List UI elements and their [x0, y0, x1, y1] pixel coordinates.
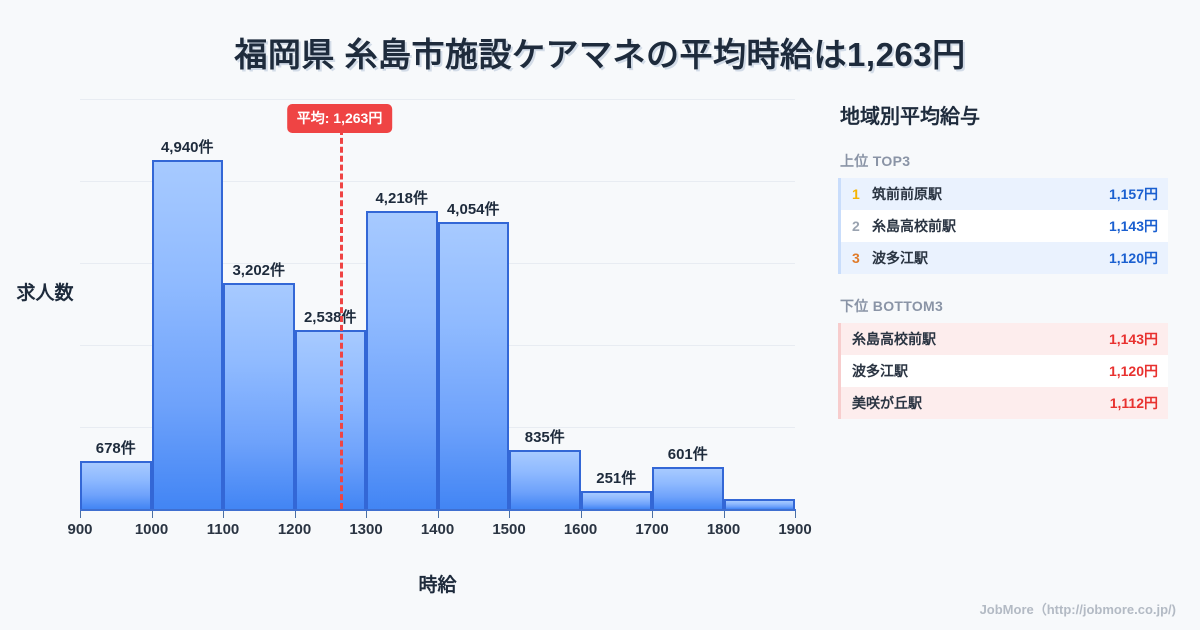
bar-value-label: 601件 — [667, 445, 708, 463]
x-axis-line — [80, 509, 796, 511]
x-axis-tick-label: 1300 — [349, 521, 383, 538]
histogram-bar[interactable] — [580, 491, 652, 509]
bar-value-label: 4,940件 — [160, 138, 214, 156]
rank-station-name: 筑前前原駅 — [872, 186, 942, 202]
x-axis-tick-label: 1500 — [492, 521, 526, 538]
rank-wage-value: 1,120円 — [1108, 250, 1158, 266]
x-axis-tick-label: 1200 — [277, 521, 312, 538]
histogram-bar[interactable] — [509, 449, 581, 509]
page-title: 福岡県 糸島市施設ケアマネの平均時給は1,263円 — [234, 36, 966, 73]
rank-number: 3 — [852, 250, 860, 266]
bar-value-label: 835件 — [524, 428, 565, 446]
top3-table: 1 筑前前原駅 1,157円 2 糸島高校前駅 1,143円 3 波多江駅 1,120円 — [838, 178, 1168, 274]
rank-row[interactable]: 2 糸島高校前駅 1,143円 — [841, 210, 1168, 242]
rank-station-name: 波多江駅 — [852, 363, 908, 379]
bottom3-table: 糸島高校前駅 1,143円波多江駅 1,120円美咲が丘駅 1,112円 — [838, 323, 1168, 419]
rank-number: 2 — [852, 218, 860, 234]
average-line — [339, 129, 343, 509]
bar-value-label: 4,218件 — [375, 189, 429, 207]
gridline — [80, 99, 795, 100]
rank-row[interactable]: 糸島高校前駅 1,143円 — [841, 323, 1168, 355]
rank-row[interactable]: 波多江駅 1,120円 — [841, 355, 1168, 387]
x-axis-tick — [151, 511, 153, 518]
histogram-bar[interactable] — [652, 466, 724, 509]
histogram-chart: 求人数 時給 900 1000 1100 1200 1300 1400 1500 1600 17… — [16, 99, 812, 596]
rank-number: 1 — [852, 186, 860, 202]
regional-salary-panel: 地域別平均給与 上位 TOP3 1 筑前前原駅 1,157円 2 糸島高校前駅 1,143… — [838, 100, 1168, 441]
x-axis-tick-label: 1800 — [706, 521, 741, 538]
rank-station-name: 美咲が丘駅 — [852, 395, 922, 411]
bar-value-label: 2,538件 — [303, 308, 357, 326]
rank-station-name: 糸島高校前駅 — [872, 218, 956, 234]
histogram-bar[interactable] — [294, 329, 366, 509]
x-axis-tick — [580, 511, 582, 518]
y-axis-title: 求人数 — [16, 283, 74, 304]
x-axis-tick-label: 1600 — [563, 521, 598, 538]
x-axis-tick — [366, 511, 367, 518]
x-axis-tick-label: 900 — [67, 521, 93, 538]
x-axis-tick-label: 1900 — [778, 521, 812, 538]
x-axis-tick — [652, 511, 653, 518]
x-axis-tick — [437, 511, 439, 518]
histogram-bar[interactable] — [366, 210, 438, 509]
bar-value-label: 251件 — [596, 470, 637, 488]
histogram-bar[interactable] — [723, 499, 795, 509]
histogram-bar[interactable] — [437, 222, 509, 509]
bar-value-label: 678件 — [95, 440, 136, 458]
rank-wage-value: 1,120円 — [1108, 363, 1158, 379]
x-axis-tick — [294, 511, 296, 518]
gridline — [80, 181, 795, 182]
x-axis-tick — [795, 511, 796, 518]
x-axis-tick-label: 1400 — [420, 521, 455, 538]
bar-value-label: 3,202件 — [232, 261, 286, 279]
footer-watermark: JobMore（http://jobmore.co.jp/) — [979, 602, 1176, 617]
x-axis-title: 時給 — [418, 575, 457, 596]
rank-station-name: 波多江駅 — [872, 250, 928, 266]
x-axis-tick-label: 1700 — [635, 521, 669, 538]
histogram-bar[interactable] — [80, 461, 152, 509]
x-axis-tick — [723, 511, 725, 518]
bottom3-group-label: 下位 BOTTOM3 — [840, 298, 944, 314]
rank-wage-value: 1,143円 — [1108, 331, 1158, 347]
rank-wage-value: 1,157円 — [1108, 186, 1158, 202]
rank-station-name: 糸島高校前駅 — [852, 331, 936, 347]
x-axis-tick-label: 1000 — [134, 521, 169, 538]
rank-wage-value: 1,143円 — [1108, 218, 1158, 234]
x-axis-tick-label: 1100 — [206, 521, 240, 538]
rank-wage-value: 1,112円 — [1109, 395, 1158, 411]
x-axis-tick — [509, 511, 510, 518]
rank-row[interactable]: 美咲が丘駅 1,112円 — [841, 387, 1168, 419]
histogram-bar[interactable] — [223, 282, 295, 509]
histogram-bar[interactable] — [151, 159, 223, 509]
top3-group-label: 上位 TOP3 — [840, 153, 911, 169]
rank-row[interactable]: 3 波多江駅 1,120円 — [841, 242, 1168, 274]
x-axis-tick — [80, 511, 81, 518]
rank-row[interactable]: 1 筑前前原駅 1,157円 — [841, 178, 1168, 210]
average-badge: 平均: 1,263円 — [286, 104, 393, 133]
x-axis-tick — [223, 511, 224, 518]
bar-value-label: 4,054件 — [446, 201, 500, 219]
sidebar-title: 地域別平均給与 — [840, 106, 980, 128]
